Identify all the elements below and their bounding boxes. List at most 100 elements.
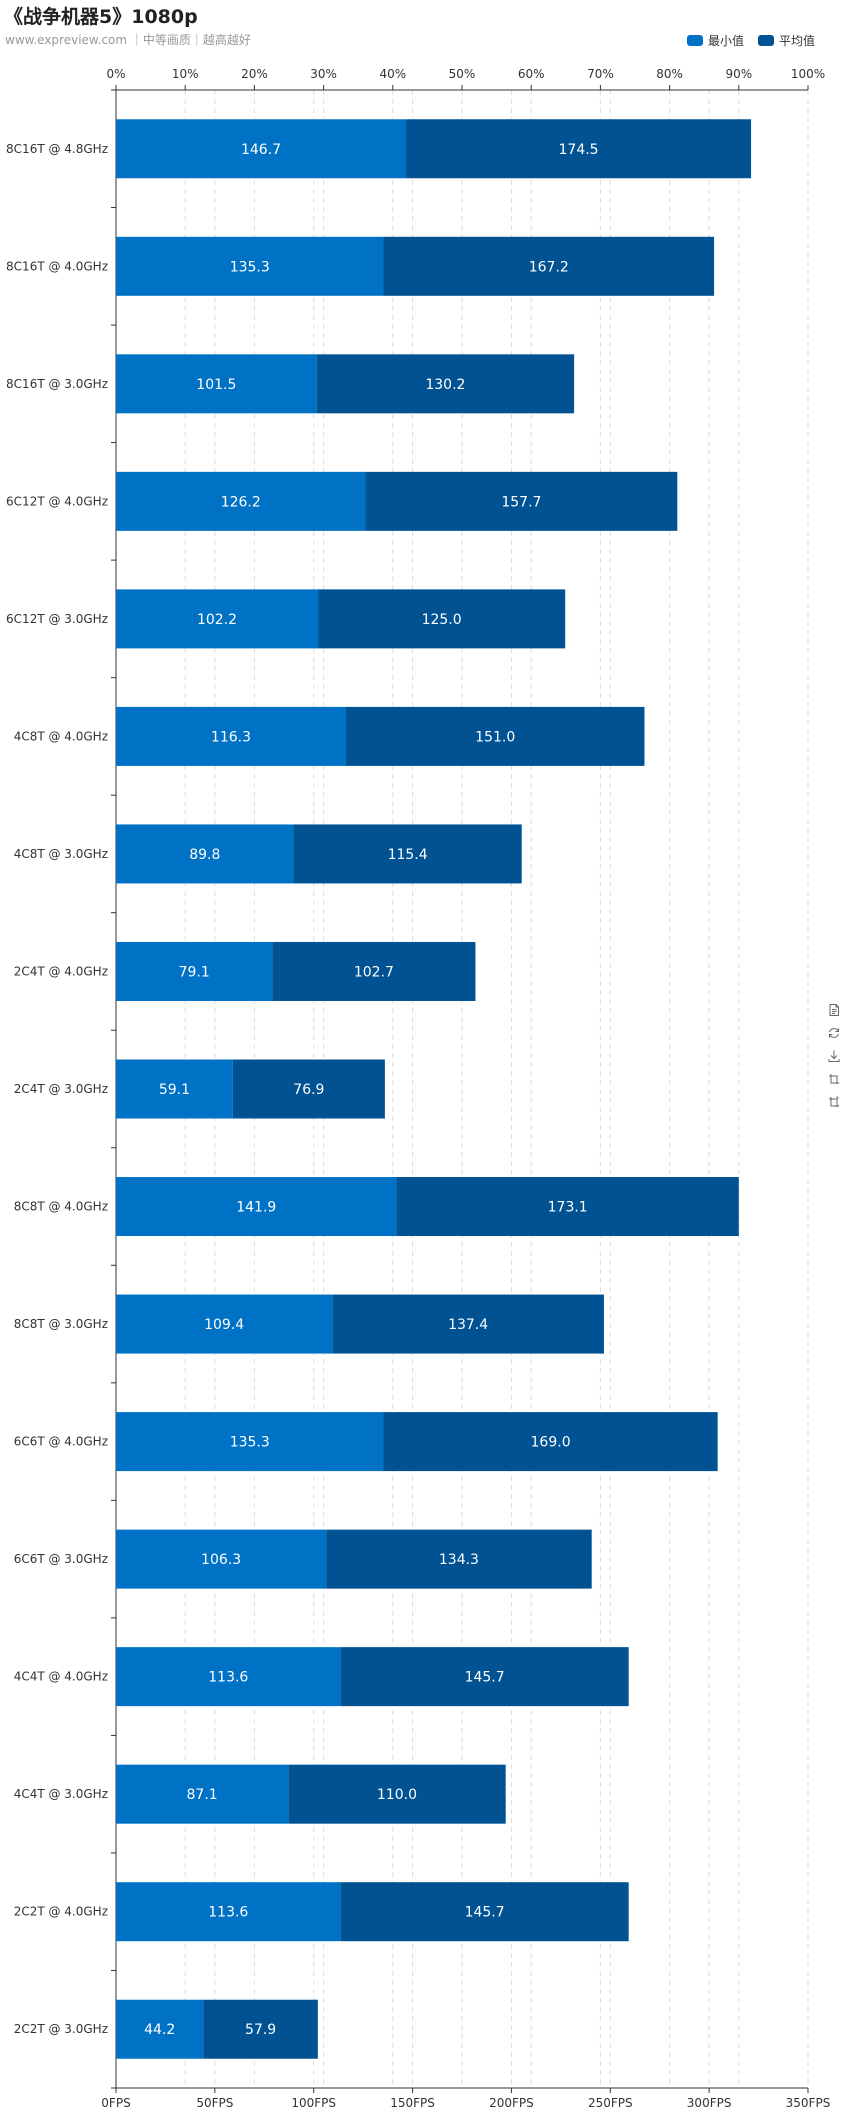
data-label-avg-14: 110.0	[377, 1787, 417, 1803]
y-category-label: 8C16T @ 4.8GHz	[6, 142, 108, 156]
bar-min-12	[116, 1529, 327, 1589]
x-top-tick-label: 10%	[172, 67, 199, 81]
y-category-label: 2C2T @ 4.0GHz	[14, 1905, 108, 1919]
data-label-avg-13: 145.7	[465, 1670, 505, 1686]
bar-avg-2	[316, 354, 575, 414]
data-label-min-9: 141.9	[236, 1200, 276, 1216]
x-bottom-tick-label: 350FPS	[786, 2096, 831, 2110]
data-label-min-12: 106.3	[201, 1552, 241, 1568]
bar-avg-7	[272, 941, 476, 1001]
data-label-avg-10: 137.4	[448, 1317, 488, 1333]
data-label-min-15: 113.6	[208, 1905, 248, 1921]
x-top-tick-label: 90%	[725, 67, 752, 81]
x-top-tick-label: 40%	[379, 67, 406, 81]
data-label-avg-0: 174.5	[559, 142, 599, 158]
data-label-min-0: 146.7	[241, 142, 281, 158]
data-label-min-5: 116.3	[211, 729, 251, 745]
data-label-min-10: 109.4	[204, 1317, 244, 1333]
bar-min-0	[116, 119, 407, 179]
zoom-icon[interactable]	[827, 1072, 841, 1086]
x-top-tick-label: 30%	[310, 67, 337, 81]
legend-swatch-avg	[757, 35, 774, 46]
data-label-avg-2: 130.2	[425, 377, 465, 393]
bar-avg-8	[232, 1059, 385, 1119]
y-category-label: 4C4T @ 3.0GHz	[14, 1787, 108, 1801]
x-bottom-tick-label: 200FPS	[489, 2096, 534, 2110]
bar-min-13	[116, 1647, 341, 1707]
data-label-min-6: 89.8	[189, 847, 220, 863]
bar-min-1	[116, 236, 384, 296]
bar-min-10	[116, 1294, 333, 1354]
bar-min-8	[116, 1059, 233, 1119]
y-category-label: 2C4T @ 4.0GHz	[14, 964, 108, 978]
data-label-avg-16: 57.9	[245, 2022, 276, 2038]
y-category-label: 4C8T @ 3.0GHz	[14, 847, 108, 861]
x-top-tick-label: 60%	[518, 67, 545, 81]
x-top-tick-label: 80%	[656, 67, 683, 81]
bar-min-9	[116, 1177, 397, 1237]
bar-avg-11	[383, 1412, 718, 1472]
data-label-avg-6: 115.4	[388, 847, 428, 863]
bar-min-7	[116, 941, 273, 1001]
data-label-min-4: 102.2	[197, 612, 237, 628]
data-label-avg-1: 167.2	[529, 259, 569, 275]
bar-avg-3	[365, 471, 678, 531]
y-category-label: 4C4T @ 4.0GHz	[14, 1670, 108, 1684]
legend: 最小值 平均值	[686, 32, 815, 49]
bar-min-3	[116, 471, 366, 531]
x-top-tick-label: 100%	[791, 67, 825, 81]
data-label-avg-3: 157.7	[501, 494, 541, 510]
zoom-reset-icon[interactable]	[827, 1095, 841, 1109]
bar-min-4	[116, 589, 319, 649]
bar-min-16	[116, 1999, 204, 2059]
save-image-icon[interactable]	[827, 1049, 841, 1063]
bar-avg-16	[203, 1999, 318, 2059]
legend-item-min[interactable]: 最小值	[686, 32, 744, 49]
data-label-avg-12: 134.3	[439, 1552, 479, 1568]
chart-title: 《战争机器5》1080p	[4, 6, 198, 28]
y-category-label: 8C16T @ 3.0GHz	[6, 377, 108, 391]
data-label-min-2: 101.5	[196, 377, 236, 393]
data-label-min-1: 135.3	[230, 259, 270, 275]
bar-avg-4	[318, 589, 566, 649]
x-top-tick-label: 20%	[241, 67, 268, 81]
data-label-avg-9: 173.1	[548, 1200, 588, 1216]
data-label-avg-8: 76.9	[293, 1082, 324, 1098]
bar-avg-15	[340, 1882, 629, 1942]
bar-avg-5	[345, 706, 645, 766]
bar-avg-14	[288, 1764, 506, 1824]
legend-swatch-min	[686, 35, 703, 46]
data-view-icon[interactable]	[827, 1003, 841, 1017]
bar-avg-12	[326, 1529, 592, 1589]
bar-min-2	[116, 354, 317, 414]
data-label-avg-7: 102.7	[354, 964, 394, 980]
legend-label-min: 最小值	[707, 34, 744, 48]
bar-avg-9	[396, 1177, 739, 1237]
data-label-avg-4: 125.0	[422, 612, 462, 628]
bar-min-11	[116, 1412, 384, 1472]
bar-min-15	[116, 1882, 341, 1942]
data-label-avg-5: 151.0	[475, 729, 515, 745]
x-top-tick-label: 70%	[587, 67, 614, 81]
x-bottom-tick-label: 150FPS	[390, 2096, 435, 2110]
y-category-label: 6C12T @ 4.0GHz	[6, 494, 108, 508]
y-category-label: 6C6T @ 3.0GHz	[14, 1552, 108, 1566]
data-label-min-8: 59.1	[159, 1082, 190, 1098]
chart-subtitle: www.expreview.com ｜中等画质｜越高越好	[5, 33, 251, 47]
restore-icon[interactable]	[827, 1026, 841, 1040]
bar-avg-10	[332, 1294, 604, 1354]
legend-item-avg[interactable]: 平均值	[757, 32, 815, 49]
y-category-label: 6C12T @ 3.0GHz	[6, 612, 108, 626]
bar-avg-1	[383, 236, 715, 296]
bar-avg-13	[340, 1647, 629, 1707]
data-label-min-7: 79.1	[179, 964, 210, 980]
y-category-label: 8C16T @ 4.0GHz	[6, 259, 108, 273]
bar-avg-0	[406, 119, 752, 179]
bar-min-5	[116, 706, 346, 766]
y-category-label: 8C8T @ 4.0GHz	[14, 1200, 108, 1214]
y-category-label: 8C8T @ 3.0GHz	[14, 1317, 108, 1331]
data-label-min-16: 44.2	[144, 2022, 175, 2038]
y-category-label: 6C6T @ 4.0GHz	[14, 1435, 108, 1449]
y-category-label: 2C2T @ 3.0GHz	[14, 2022, 108, 2036]
